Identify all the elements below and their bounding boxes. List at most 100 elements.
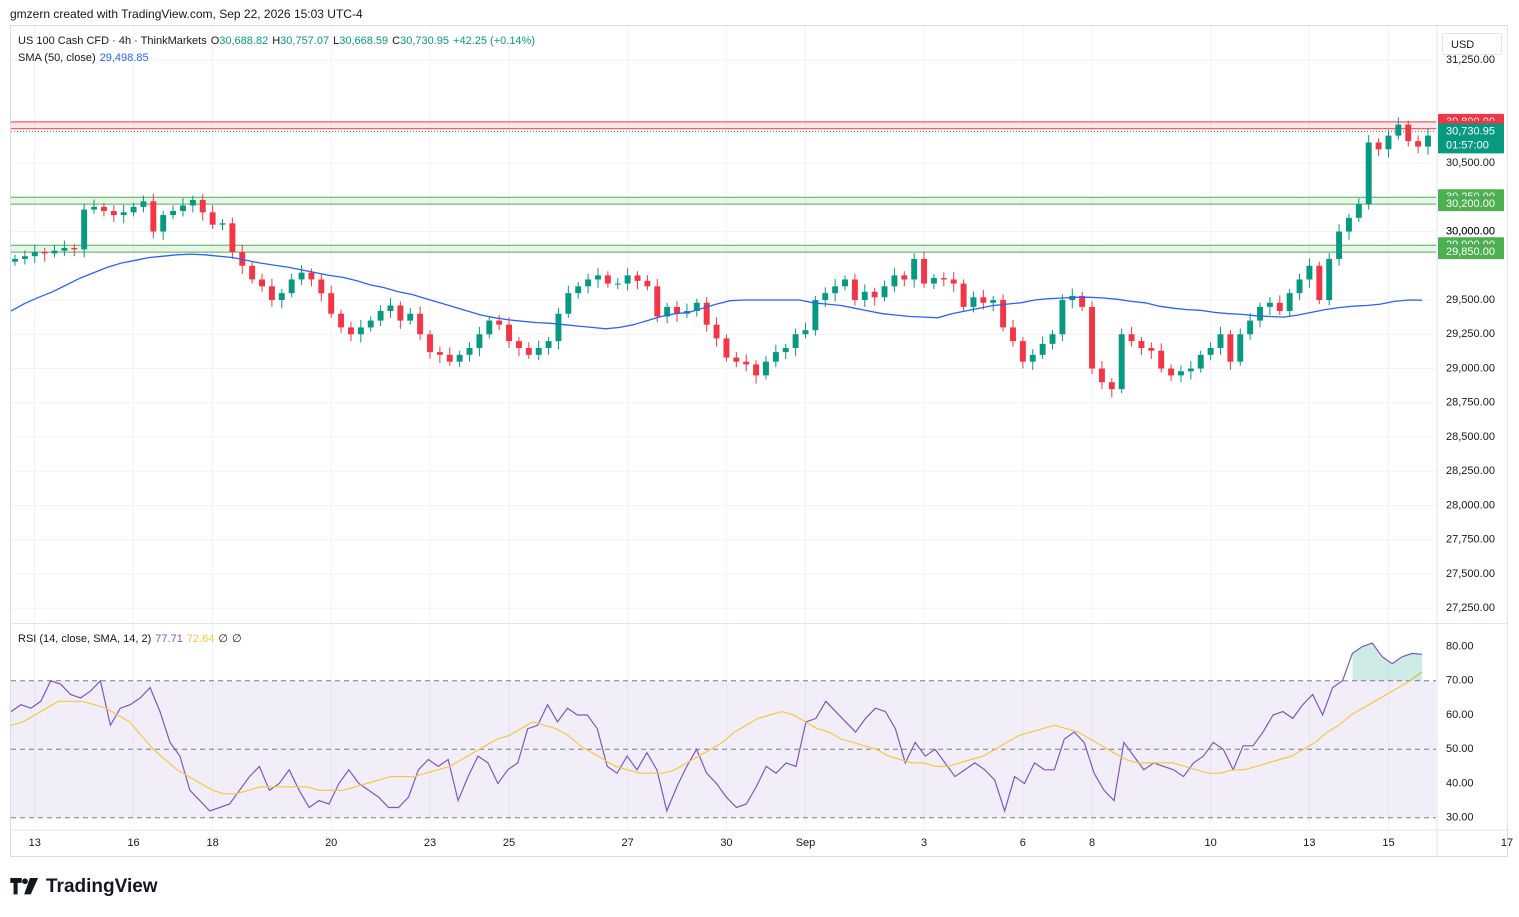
candle-body xyxy=(753,364,760,376)
candle-body xyxy=(397,305,404,321)
candle-body xyxy=(130,206,137,213)
candle-body xyxy=(51,250,58,254)
candle-body xyxy=(1039,343,1046,355)
rsi-extra-2: ∅ xyxy=(231,633,242,645)
last-price-label: 30,730.95 xyxy=(1446,125,1495,137)
rsi-tick-label: 70.00 xyxy=(1446,675,1474,687)
price-tick-label: 31,250.00 xyxy=(1446,54,1495,66)
candle-body xyxy=(466,347,473,355)
rsi-legend: RSI (14, close, SMA, 14, 2) 77.71 72.64 ∅ ∅ xyxy=(18,632,246,645)
candle-body xyxy=(1138,341,1145,348)
candle-body xyxy=(278,293,285,301)
sma-line xyxy=(10,253,1423,330)
price-tick-label: 30,000.00 xyxy=(1446,225,1495,237)
candle-body xyxy=(674,306,680,314)
candle-body xyxy=(41,252,48,254)
candle-body xyxy=(110,210,117,216)
candle-body xyxy=(703,302,710,325)
candle-body xyxy=(911,258,918,280)
candle-body xyxy=(12,258,18,262)
symbol-name[interactable]: US 100 Cash CFD · 4h · ThinkMarkets xyxy=(18,35,207,47)
candle-body xyxy=(1118,334,1125,390)
candle-body xyxy=(436,352,443,355)
candle-body xyxy=(545,341,552,348)
candle-body xyxy=(1059,300,1066,335)
price-tick-label: 30,500.00 xyxy=(1446,157,1495,169)
candle-body xyxy=(891,275,898,287)
low-label: L xyxy=(333,35,340,47)
candle-body xyxy=(71,247,78,250)
candle-body xyxy=(1187,368,1194,372)
rsi-ma-value: 72.64 xyxy=(186,633,215,645)
time-tick-label: Sep xyxy=(796,837,816,849)
candle-body xyxy=(1375,142,1382,150)
sma-label[interactable]: SMA (50, close) xyxy=(18,52,96,64)
candle-body xyxy=(930,278,937,284)
candle-body xyxy=(229,223,236,253)
time-tick-label: 6 xyxy=(1020,837,1026,849)
candle-body xyxy=(990,300,997,303)
candle-body xyxy=(417,313,424,335)
candle-body xyxy=(851,279,858,301)
time-tick-label: 18 xyxy=(206,837,218,849)
candle-body xyxy=(476,334,483,348)
candle-body xyxy=(407,313,414,321)
candle-body xyxy=(664,306,671,317)
candle-body xyxy=(1148,347,1155,351)
candle-body xyxy=(535,347,542,355)
candle-body xyxy=(120,212,127,216)
candle-body xyxy=(822,293,829,301)
candle-body xyxy=(792,334,799,348)
high-value: 30,757.07 xyxy=(280,35,330,47)
candle-body xyxy=(100,206,107,211)
candle-body xyxy=(288,279,295,294)
candle-body xyxy=(1247,320,1254,335)
price-tick-label: 28,000.00 xyxy=(1446,499,1495,511)
candle-body xyxy=(1000,300,1007,328)
candle-body xyxy=(170,210,177,216)
time-tick-label: 15 xyxy=(1382,837,1394,849)
candle-body xyxy=(1395,124,1402,136)
candle-body xyxy=(1217,334,1224,348)
candle-body xyxy=(427,334,433,353)
candle-body xyxy=(1405,124,1412,142)
candle-body xyxy=(1108,382,1115,390)
support-zone xyxy=(11,197,1436,205)
candle-body xyxy=(377,310,384,321)
candle-body xyxy=(614,283,621,285)
time-tick-label: 17 xyxy=(1501,837,1513,849)
candle-body xyxy=(21,256,28,259)
time-tick-label: 27 xyxy=(622,837,634,849)
time-tick-label: 13 xyxy=(29,837,41,849)
candle-body xyxy=(802,330,809,335)
time-tick-label: 3 xyxy=(921,837,927,849)
candle-body xyxy=(160,215,167,232)
candle-body xyxy=(624,275,631,284)
currency-selector[interactable]: USD xyxy=(1442,33,1502,55)
last-price-label-countdown: 01:57:00 xyxy=(1446,139,1489,151)
candle-body xyxy=(832,286,839,294)
candle-body xyxy=(693,302,700,311)
time-tick-label: 16 xyxy=(127,837,139,849)
candle-body xyxy=(782,347,789,353)
candle-body xyxy=(328,293,335,314)
candle-body xyxy=(1098,368,1105,383)
candle-body xyxy=(901,275,908,280)
candle-body xyxy=(585,279,592,287)
rsi-label[interactable]: RSI (14, close, SMA, 14, 2) xyxy=(18,633,152,645)
candle-body xyxy=(871,291,878,298)
candle-body xyxy=(61,247,68,251)
candle-body xyxy=(960,283,967,307)
candle-body xyxy=(525,347,532,355)
candle-body xyxy=(259,279,265,287)
candle-body xyxy=(1365,142,1372,205)
candle-body xyxy=(1316,265,1323,301)
candle-body xyxy=(486,320,493,335)
rsi-extra-1: ∅ xyxy=(218,633,228,645)
time-tick-label: 8 xyxy=(1089,837,1095,849)
resistance-zone xyxy=(11,121,1436,129)
candle-body xyxy=(318,279,325,294)
support2-lower-label: 29,850.00 xyxy=(1446,246,1495,258)
support2-lower-label-badge xyxy=(1438,244,1504,260)
